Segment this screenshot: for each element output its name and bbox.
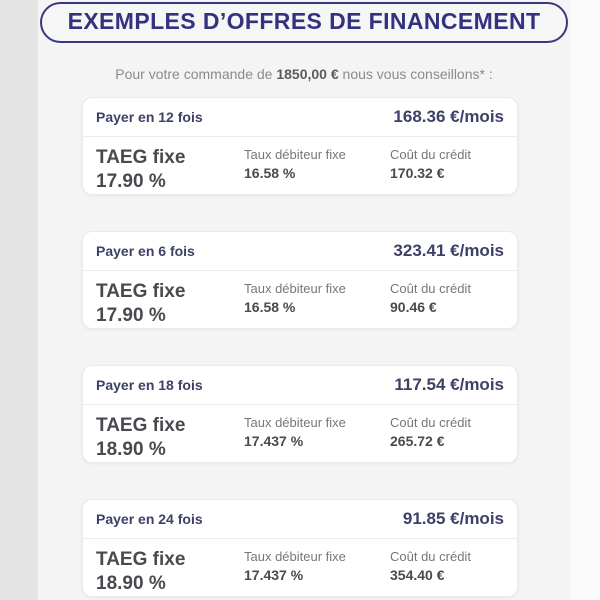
taeg-value: 18.90 % [96, 439, 166, 461]
offer-card[interactable]: Payer en 6 fois 323.41 €/mois TAEG fixe … [82, 231, 518, 329]
offer-monthly-amount: 117.54 €/mois [394, 375, 504, 394]
offer-card[interactable]: Payer en 18 fois 117.54 €/mois TAEG fixe… [82, 365, 518, 463]
debit-rate-label: Taux débiteur fixe [244, 281, 346, 296]
offer-monthly-amount: 323.41 €/mois [393, 241, 504, 260]
offer-card[interactable]: Payer en 12 fois 168.36 €/mois TAEG fixe… [82, 97, 518, 195]
taeg-value: 17.90 % [96, 305, 166, 327]
credit-cost-block: Coût du crédit 265.72 € [390, 414, 504, 452]
debit-rate-block: Taux débiteur fixe 16.58 % [244, 146, 390, 184]
intro-prefix: Pour votre commande de [115, 66, 277, 82]
credit-cost-block: Coût du crédit 170.32 € [390, 146, 504, 184]
credit-cost-label: Coût du crédit [390, 549, 471, 564]
taeg-label: TAEG fixe [96, 281, 186, 302]
offer-card-header: Payer en 6 fois 323.41 €/mois [83, 232, 517, 271]
offer-installments-label: Payer en 12 fois [96, 109, 203, 125]
order-intro-text: Pour votre commande de 1850,00 € nous vo… [38, 66, 570, 82]
debit-rate-value: 16.58 % [244, 299, 296, 316]
taeg-label: TAEG fixe [96, 549, 186, 570]
debit-rate-value: 17.437 % [244, 433, 304, 450]
offer-card-header: Payer en 12 fois 168.36 €/mois [83, 98, 517, 137]
offer-card-header: Payer en 18 fois 117.54 €/mois [83, 366, 517, 405]
taeg-block: TAEG fixe 18.90 % [96, 414, 244, 462]
credit-cost-value: 265.72 € [390, 433, 445, 450]
intro-suffix: nous vous conseillons* : [338, 66, 493, 82]
debit-rate-label: Taux débiteur fixe [244, 415, 346, 430]
financing-offers-panel: EXEMPLES D’OFFRES DE FINANCEMENT Pour vo… [38, 0, 570, 600]
debit-rate-value: 17.437 % [244, 567, 304, 584]
taeg-label: TAEG fixe [96, 147, 186, 168]
taeg-block: TAEG fixe 17.90 % [96, 280, 244, 328]
credit-cost-value: 170.32 € [390, 165, 445, 182]
credit-cost-label: Coût du crédit [390, 147, 471, 162]
credit-cost-label: Coût du crédit [390, 281, 471, 296]
taeg-value: 18.90 % [96, 573, 166, 595]
offer-card[interactable]: Payer en 24 fois 91.85 €/mois TAEG fixe … [82, 499, 518, 597]
credit-cost-block: Coût du crédit 90.46 € [390, 280, 504, 318]
credit-cost-value: 90.46 € [390, 299, 437, 316]
offer-card-body: TAEG fixe 18.90 % Taux débiteur fixe 17.… [83, 405, 517, 462]
taeg-label: TAEG fixe [96, 415, 186, 436]
offer-installments-label: Payer en 6 fois [96, 243, 195, 259]
page-background-right [570, 0, 600, 600]
offer-card-body: TAEG fixe 18.90 % Taux débiteur fixe 17.… [83, 539, 517, 596]
offer-installments-label: Payer en 18 fois [96, 377, 203, 393]
page-title: EXEMPLES D’OFFRES DE FINANCEMENT [39, 2, 569, 43]
offer-card-header: Payer en 24 fois 91.85 €/mois [83, 500, 517, 539]
debit-rate-block: Taux débiteur fixe 16.58 % [244, 280, 390, 318]
offers-list: Payer en 12 fois 168.36 €/mois TAEG fixe… [82, 97, 518, 597]
page-background-left [0, 0, 38, 600]
credit-cost-block: Coût du crédit 354.40 € [390, 548, 504, 586]
offer-card-body: TAEG fixe 17.90 % Taux débiteur fixe 16.… [83, 271, 517, 328]
taeg-block: TAEG fixe 17.90 % [96, 146, 244, 194]
taeg-value: 17.90 % [96, 171, 166, 193]
credit-cost-value: 354.40 € [390, 567, 445, 584]
debit-rate-label: Taux débiteur fixe [244, 147, 346, 162]
order-amount: 1850,00 € [276, 66, 339, 82]
debit-rate-block: Taux débiteur fixe 17.437 % [244, 414, 390, 452]
credit-cost-label: Coût du crédit [390, 415, 471, 430]
debit-rate-block: Taux débiteur fixe 17.437 % [244, 548, 390, 586]
offer-monthly-amount: 168.36 €/mois [393, 107, 504, 126]
offer-card-body: TAEG fixe 17.90 % Taux débiteur fixe 16.… [83, 137, 517, 194]
debit-rate-value: 16.58 % [244, 165, 296, 182]
offer-monthly-amount: 91.85 €/mois [402, 509, 504, 528]
offer-installments-label: Payer en 24 fois [96, 511, 203, 527]
taeg-block: TAEG fixe 18.90 % [96, 548, 244, 596]
debit-rate-label: Taux débiteur fixe [244, 549, 346, 564]
